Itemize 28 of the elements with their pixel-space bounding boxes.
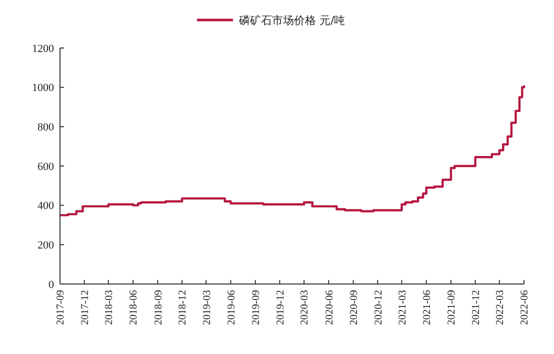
y-tick-label: 200 — [38, 240, 54, 252]
x-tick-label: 2017-12 — [80, 290, 92, 325]
x-tick-label: 2018-03 — [104, 290, 116, 325]
y-tick-label: 1000 — [32, 82, 54, 94]
x-tick-label: 2022-06 — [520, 290, 531, 325]
x-tick-label: 2022-03 — [495, 290, 506, 325]
x-tick-label: 2018-09 — [153, 290, 164, 325]
y-tick-label: 0 — [48, 278, 54, 291]
legend-label: 磷矿石市场价格 元/吨 — [238, 14, 346, 27]
x-tick-label: 2021-06 — [422, 290, 434, 325]
x-tick-label: 2021-12 — [470, 290, 482, 325]
x-tick-label: 2018-06 — [128, 290, 140, 325]
x-tick-label: 2020-06 — [324, 290, 336, 325]
x-tick-label: 2019-06 — [226, 290, 238, 325]
x-tick-label: 2019-12 — [275, 290, 286, 325]
x-tick-label: 2020-03 — [300, 290, 311, 325]
x-tick-label: 2021-09 — [446, 290, 458, 325]
x-tick-label: 2019-03 — [202, 290, 213, 325]
x-tick-label: 2018-12 — [178, 290, 189, 325]
x-tick-label: 2020-12 — [373, 290, 384, 325]
y-tick-label: 400 — [38, 200, 54, 212]
x-tick-label: 2020-09 — [348, 290, 360, 325]
y-tick-label: 600 — [38, 160, 54, 173]
x-tick-label: 2021-03 — [397, 290, 408, 325]
x-tick-label: 2019-09 — [251, 290, 262, 325]
y-tick-label: 800 — [38, 122, 54, 134]
x-tick-label: 2017-09 — [56, 290, 67, 325]
y-tick-label: 1200 — [32, 42, 54, 55]
